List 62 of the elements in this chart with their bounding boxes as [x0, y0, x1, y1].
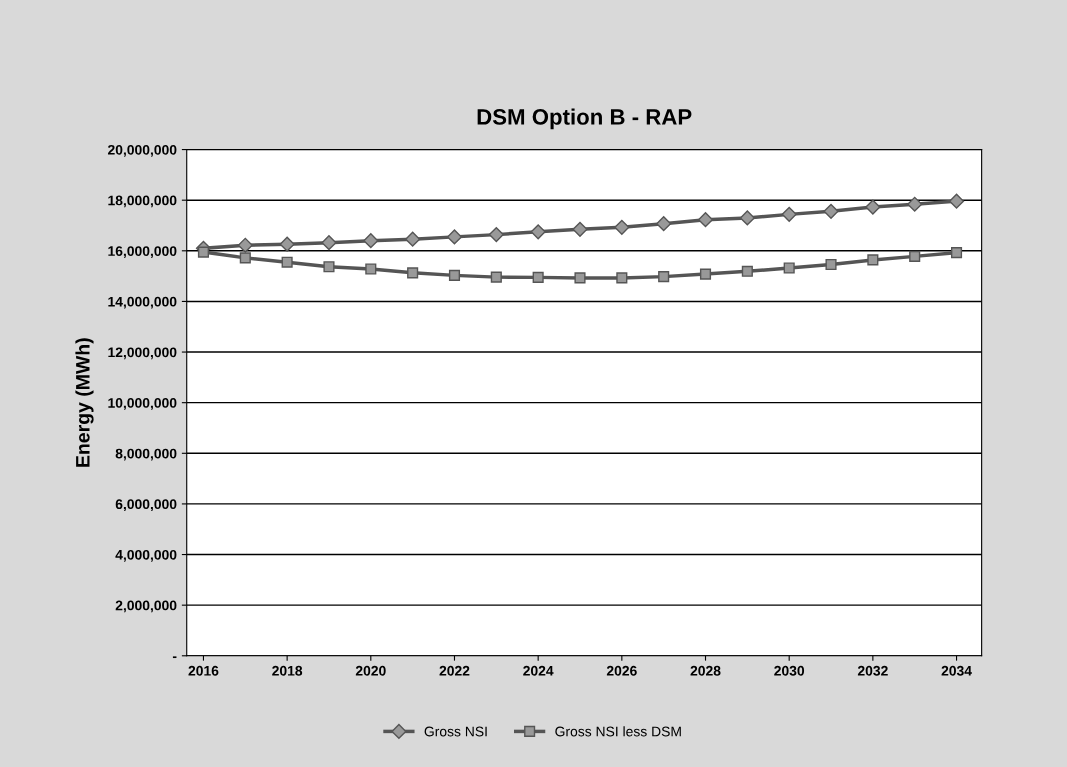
point [656, 216, 672, 232]
point [323, 261, 335, 273]
y-tick-label: 4,000,000 [115, 549, 177, 562]
point [950, 247, 963, 259]
y-tick-label: 18,000,000 [108, 195, 177, 208]
point [407, 267, 419, 279]
point [658, 271, 670, 283]
point [781, 206, 797, 222]
point [616, 272, 628, 284]
y-tick-label: 16,000,000 [108, 246, 177, 258]
point [281, 256, 293, 268]
point [574, 272, 586, 284]
x-tick-label: 2032 [857, 665, 888, 676]
x-tick-label: 2020 [355, 665, 386, 676]
point [825, 258, 837, 271]
point [321, 235, 337, 251]
x-tick-label: 2030 [774, 665, 805, 676]
point [614, 219, 630, 235]
legend-label: Gross NSI less DSM [555, 726, 681, 737]
y-tick-label: 20,000,000 [107, 144, 177, 157]
y-tick-label: 12,000,000 [108, 347, 177, 360]
y-tick-label: 10,000,000 [108, 398, 177, 410]
x-tick-label: 2026 [606, 665, 637, 676]
chart-title: DSM Option B - RAP [477, 108, 692, 130]
point [739, 210, 755, 226]
x-tick-label: 2028 [690, 665, 721, 676]
point [448, 269, 461, 281]
point [279, 236, 295, 252]
point [363, 233, 379, 249]
point [365, 263, 377, 275]
x-tick-label: 2022 [439, 665, 470, 676]
point [488, 227, 504, 243]
point [197, 246, 210, 258]
point [907, 196, 923, 212]
point [783, 262, 795, 274]
legend-label: Gross NSI [424, 726, 487, 737]
point [865, 199, 881, 215]
x-tick-label: 2018 [272, 665, 303, 676]
point [697, 212, 714, 228]
point [909, 250, 921, 262]
point [572, 221, 588, 237]
point [823, 203, 839, 219]
point [446, 229, 463, 245]
point [948, 193, 965, 209]
y-axis-title: Energy (MWh) [75, 338, 94, 467]
point [741, 265, 753, 277]
y-tick-label: 14,000,000 [108, 296, 177, 309]
x-tick-label: 2024 [523, 665, 554, 676]
point [699, 268, 712, 280]
point [405, 231, 421, 247]
point [490, 271, 502, 283]
x-tick-label: 2016 [188, 665, 219, 676]
point [532, 271, 544, 283]
y-tick-label: - [172, 656, 177, 659]
point [530, 224, 546, 240]
point [237, 237, 253, 253]
point [239, 252, 251, 264]
y-tick-label: 8,000,000 [115, 448, 177, 461]
y-tick-label: 6,000,000 [115, 499, 177, 512]
x-tick-label: 2034 [941, 665, 972, 676]
point [867, 254, 879, 266]
y-tick-label: 2,000,000 [115, 600, 177, 613]
